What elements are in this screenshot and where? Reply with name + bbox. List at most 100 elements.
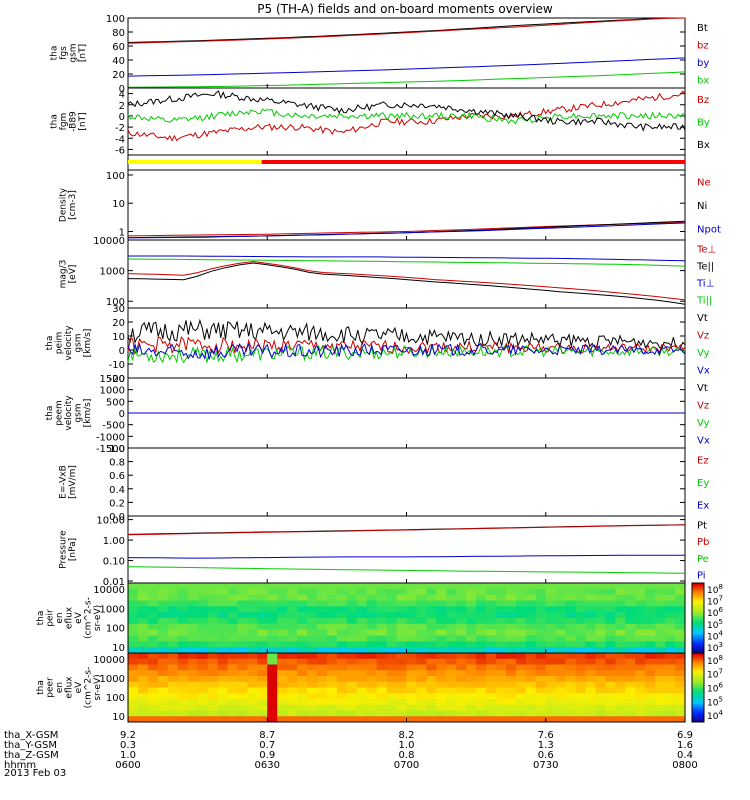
colorbar-segment [692, 703, 704, 707]
heatmap-cell [336, 647, 348, 654]
heatmap-cell [257, 583, 268, 590]
heatmap-cell [277, 681, 288, 688]
heatmap-cell [326, 588, 338, 596]
heatmap-cell [615, 670, 626, 677]
heatmap-cell [545, 687, 557, 694]
heatmap-cell [555, 635, 567, 642]
heatmap-cell [466, 606, 477, 613]
heatmap-cell [366, 647, 378, 654]
heatmap-cell [197, 670, 209, 677]
y-tick-label: 0.6 [109, 471, 125, 482]
heatmap-cell [416, 629, 427, 636]
heatmap-cell [406, 653, 417, 660]
heatmap-cell [287, 641, 298, 648]
heatmap-cell [167, 664, 179, 671]
heatmap-cell [406, 716, 417, 723]
heatmap-cell [326, 653, 338, 660]
heatmap-cell [595, 699, 606, 706]
heatmap-cell [605, 653, 616, 660]
heatmap-cell [267, 635, 278, 642]
heatmap-cell [257, 664, 268, 671]
heatmap-cell [376, 716, 388, 723]
heatmap-cell [585, 629, 596, 636]
colorbar-segment [692, 622, 704, 626]
heatmap-cell [525, 687, 537, 694]
heatmap-cell [316, 606, 328, 613]
y-axis-label: en [55, 682, 65, 693]
colorbar-segment [692, 715, 704, 718]
y-tick-label: 1500 [100, 374, 125, 385]
heatmap-cell [515, 670, 527, 677]
heatmap-cell [555, 704, 567, 711]
heatmap-cell [525, 612, 537, 619]
y-tick-label: 0 [119, 346, 125, 357]
heatmap-cell [645, 600, 656, 607]
heatmap-cell [416, 641, 427, 648]
heatmap-cell [147, 606, 159, 613]
heatmap-cell [197, 653, 209, 660]
heatmap-cell [535, 664, 547, 671]
heatmap-cell [257, 699, 268, 706]
heatmap-cell [625, 635, 636, 642]
heatmap-cell [167, 612, 179, 619]
heatmap-cell [207, 670, 219, 677]
heatmap-cell [247, 629, 258, 636]
x-tick-label: 0600 [115, 760, 140, 771]
heatmap-cell [177, 612, 189, 619]
heatmap-cell [287, 687, 298, 694]
colorbar-tick-label: 108 [707, 654, 723, 667]
heatmap-cell [595, 612, 606, 619]
heatmap-cell [675, 658, 686, 665]
heatmap-cell [496, 629, 507, 636]
panel-frame [127, 239, 686, 309]
colorbar-tick-label: 106 [707, 682, 723, 695]
heatmap-cell [426, 670, 437, 677]
heatmap-cell [207, 687, 219, 694]
heatmap-cell [366, 588, 378, 596]
heatmap-cell [267, 583, 278, 590]
heatmap-cell [147, 635, 159, 642]
heatmap-cell [675, 693, 686, 700]
colorbar-segment [692, 678, 704, 682]
series-Pb [127, 524, 686, 536]
heatmap-cell [396, 588, 407, 596]
colorbar-segment [692, 604, 704, 607]
heatmap-cell [237, 623, 248, 631]
heatmap-cell [257, 670, 268, 677]
heatmap-cell [505, 699, 517, 706]
colorbar-segment [692, 597, 704, 600]
heatmap-cell [157, 670, 169, 677]
heatmap-cell [595, 653, 606, 660]
y-tick-label: -4 [115, 134, 125, 145]
heatmap-cell [128, 699, 139, 706]
heatmap-cell [545, 600, 557, 607]
heatmap-cell [665, 664, 676, 671]
heatmap-cell [366, 670, 378, 677]
colorbar-tick-exponent: 4 [718, 630, 723, 638]
heatmap-cell [565, 653, 577, 660]
heatmap-cell [625, 623, 636, 631]
heatmap-cell [466, 629, 477, 636]
heatmap-cell [187, 623, 199, 631]
heatmap-cell [545, 641, 557, 648]
heatmap-cell [625, 653, 636, 660]
heatmap-cell [645, 681, 656, 688]
heatmap-cell [336, 693, 348, 700]
y-tick-label: 0.0 [109, 512, 125, 523]
heatmap-cell [625, 670, 636, 677]
heatmap-cell [535, 635, 547, 642]
heatmap-cell [605, 687, 616, 694]
heatmap-cell [416, 618, 427, 625]
series-Bz [127, 90, 686, 142]
heatmap-cell [157, 600, 169, 607]
heatmap-cell [486, 629, 497, 636]
heatmap-cell [525, 600, 537, 607]
heatmap-cell [476, 641, 487, 648]
heatmap-cell [486, 653, 497, 660]
heatmap-cell [247, 664, 258, 671]
heatmap-cell [436, 681, 447, 688]
colorbar-segment [692, 673, 704, 677]
heatmap-cell [416, 612, 427, 619]
heatmap-cell [346, 600, 358, 607]
